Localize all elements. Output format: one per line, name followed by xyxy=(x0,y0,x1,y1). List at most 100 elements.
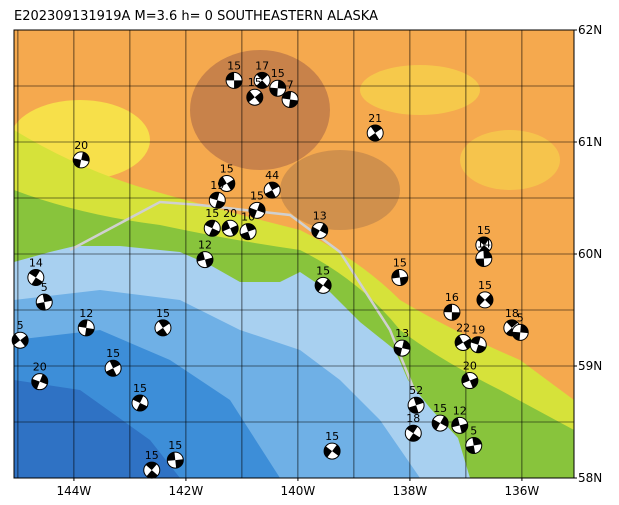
depth-label: 5 xyxy=(41,281,48,294)
compression-quadrant xyxy=(249,202,266,218)
focal-mechanism xyxy=(27,269,45,287)
compression-quadrant xyxy=(246,90,263,104)
compression-quadrant xyxy=(443,304,460,321)
focal-mechanism xyxy=(239,223,257,241)
compression-quadrant xyxy=(432,416,449,431)
depth-label: 15 xyxy=(478,279,492,292)
focal-mechanism xyxy=(208,191,226,209)
compression-quadrant xyxy=(73,152,90,168)
depth-label: 15 xyxy=(227,59,241,72)
focal-mechanism xyxy=(166,451,184,469)
focal-mechanism xyxy=(31,373,49,391)
depth-label: 7 xyxy=(287,78,294,91)
focal-mechanism xyxy=(475,236,493,254)
depth-label: 14 xyxy=(29,257,43,270)
focal-mechanism xyxy=(465,437,483,455)
focal-mechanism xyxy=(443,303,461,321)
depth-label: 15 xyxy=(393,257,407,270)
focal-mechanism xyxy=(407,396,425,414)
focal-mechanism xyxy=(469,336,487,354)
depth-label: 10 xyxy=(241,211,255,224)
focal-mechanism xyxy=(431,414,449,432)
lat-label: 62N xyxy=(578,23,602,37)
compression-quadrant xyxy=(31,374,48,390)
compression-quadrant xyxy=(311,223,328,238)
compression-quadrant xyxy=(368,125,382,142)
compression-quadrant xyxy=(218,176,235,191)
compression-quadrant xyxy=(105,360,121,377)
focal-mechanism xyxy=(77,319,95,337)
depth-label: 12 xyxy=(79,307,93,320)
depth-label: 52 xyxy=(409,384,423,397)
depth-label: 15 xyxy=(205,207,219,220)
focal-mechanism xyxy=(248,201,266,219)
focal-mechanism xyxy=(263,181,281,199)
focal-mechanism xyxy=(218,174,236,192)
focal-mechanism xyxy=(366,124,384,142)
focal-mechanism xyxy=(196,251,214,269)
compression-quadrant xyxy=(240,223,256,240)
compression-quadrant xyxy=(156,319,170,336)
focal-mechanism xyxy=(203,219,221,237)
focal-mechanism xyxy=(461,372,479,390)
compression-quadrant xyxy=(465,437,482,454)
depth-label: 12 xyxy=(198,239,212,252)
compression-quadrant xyxy=(132,394,148,411)
depth-label: 15 xyxy=(220,162,234,175)
compression-quadrant xyxy=(196,251,213,268)
focal-mechanism xyxy=(221,219,239,237)
compression-quadrant xyxy=(256,72,268,89)
focal-mechanism xyxy=(143,461,161,479)
map-frame xyxy=(13,29,575,479)
compression-quadrant xyxy=(451,417,468,434)
compression-quadrant xyxy=(36,294,53,311)
compression-quadrant xyxy=(470,336,486,353)
depth-label: 18 xyxy=(406,412,420,425)
compression-quadrant xyxy=(461,373,478,388)
compression-quadrant xyxy=(315,278,332,292)
focal-mechanism xyxy=(11,331,29,349)
focal-mechanism xyxy=(269,79,287,97)
compression-quadrant xyxy=(269,80,286,97)
depth-label: 15 xyxy=(133,382,147,395)
depth-label: 15 xyxy=(433,402,447,415)
depth-label: 44 xyxy=(265,169,279,182)
focal-mechanism xyxy=(454,333,472,351)
depth-label: 5 xyxy=(17,319,24,332)
focal-mechanism xyxy=(323,442,341,460)
depth-label: 20 xyxy=(74,139,88,152)
compression-quadrant xyxy=(394,340,411,356)
lon-label: 140W xyxy=(281,484,316,498)
compression-quadrant xyxy=(475,250,492,267)
focal-mechanism xyxy=(451,416,469,434)
focal-mechanism xyxy=(104,359,122,377)
focal-mechanism xyxy=(314,276,332,294)
focal-mechanism xyxy=(225,71,243,89)
depth-label: 15 xyxy=(477,224,491,237)
compression-quadrant xyxy=(209,192,225,209)
depth-label: 12 xyxy=(453,404,467,417)
lon-label: 142W xyxy=(169,484,204,498)
terrain xyxy=(14,30,574,478)
compression-quadrant xyxy=(265,182,280,199)
focal-mechanism xyxy=(393,339,411,357)
lat-label: 61N xyxy=(578,135,602,149)
compression-quadrant xyxy=(78,319,95,336)
compression-quadrant xyxy=(167,452,184,469)
compression-quadrant xyxy=(204,220,220,237)
focal-mechanism xyxy=(281,90,299,108)
lon-label: 144W xyxy=(57,484,92,498)
depth-label: 15 xyxy=(106,347,120,360)
lat-label: 59N xyxy=(578,359,602,373)
compression-quadrant xyxy=(324,444,341,458)
lat-label: 58N xyxy=(578,471,602,485)
focal-mechanism xyxy=(404,424,422,442)
focal-mechanism xyxy=(511,323,529,341)
depth-label: 20 xyxy=(223,207,237,220)
compression-quadrant xyxy=(512,324,529,341)
depth-label: 13 xyxy=(395,327,409,340)
depth-label: 16 xyxy=(445,291,459,304)
compression-quadrant xyxy=(29,269,43,286)
compression-quadrant xyxy=(408,397,424,414)
